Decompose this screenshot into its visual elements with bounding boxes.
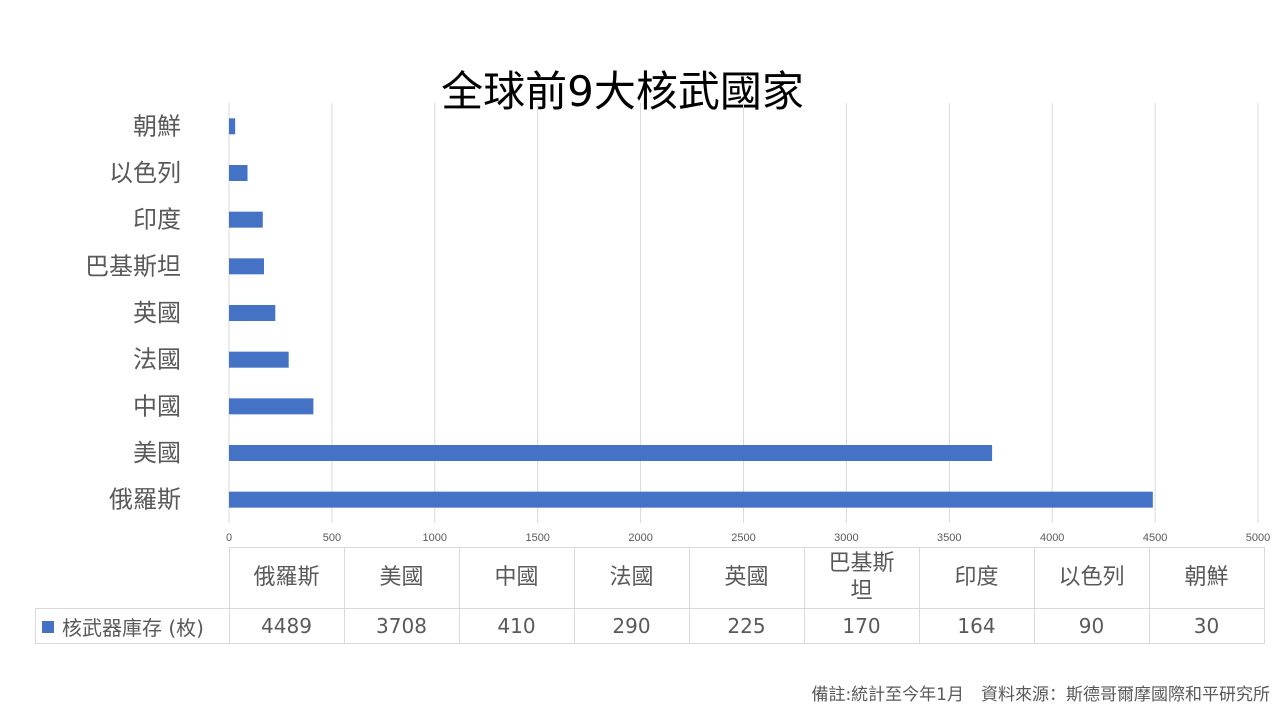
bar (229, 445, 993, 461)
bar (229, 118, 236, 135)
data-table-header-cell: 法國 (573, 547, 690, 609)
data-table: 俄羅斯 美國 中國 法國 英國 巴基斯 坦印度 以色列 朝鮮 核武器庫存 (枚) 4489 37… (35, 547, 1265, 644)
data-table-header-cell: 中國 (458, 547, 575, 609)
data-table-header-cell: 俄羅斯 (228, 547, 345, 609)
category-label: 俄羅斯 (109, 486, 181, 514)
data-table-header-row: 俄羅斯 美國 中國 法國 英國 巴基斯 坦印度 以色列 朝鮮 (35, 547, 1265, 609)
data-table-series-cell: 核武器庫存 (枚) (35, 608, 230, 644)
bar (229, 165, 248, 181)
x-tick-label: 0 (226, 532, 232, 544)
bar (229, 305, 276, 321)
bar (229, 491, 1153, 508)
x-tick-label: 1500 (525, 532, 549, 544)
data-table-corner (35, 547, 230, 609)
data-table-header-cell: 美國 (343, 547, 460, 609)
category-label: 美國 (133, 439, 181, 467)
x-tick-label: 4500 (1143, 532, 1167, 544)
x-tick-label: 500 (323, 532, 341, 544)
bar (229, 351, 289, 368)
x-tick-label: 3500 (937, 532, 961, 544)
bar (229, 258, 264, 275)
bar (229, 211, 263, 228)
data-table-value-cell: 290 (573, 608, 690, 644)
data-table-header-cell: 朝鮮 (1148, 547, 1265, 609)
data-table-value-cell: 170 (803, 608, 920, 644)
data-table-value-cell: 4489 (228, 608, 345, 644)
x-tick-label: 4000 (1040, 532, 1064, 544)
footnote: 備註:統計至今年1月 資料來源：斯德哥爾摩國際和平研究所 (811, 685, 1270, 705)
data-table-value-cell: 3708 (343, 608, 460, 644)
bar (229, 398, 314, 415)
legend-key-icon (42, 621, 54, 633)
legend-series-name: 核武器庫存 (枚) (62, 615, 204, 640)
x-tick-label: 2000 (628, 532, 652, 544)
data-table-header-cell: 英國 (688, 547, 805, 609)
category-label: 以色列 (109, 159, 181, 187)
category-label: 中國 (133, 392, 181, 420)
x-tick-label: 2500 (731, 532, 755, 544)
data-table-header-cell: 以色列 (1033, 547, 1150, 609)
data-table-value-row: 核武器庫存 (枚) 4489 3708 410 290 225 170 164 90 30 (35, 608, 1265, 644)
category-label: 巴基斯坦 (85, 252, 181, 280)
x-tick-label: 3000 (834, 532, 858, 544)
category-label: 法國 (133, 346, 181, 374)
category-label: 印度 (133, 206, 181, 234)
category-label: 朝鮮 (133, 112, 181, 140)
category-label: 英國 (133, 299, 181, 327)
data-table-value-cell: 410 (458, 608, 575, 644)
data-table-value-cell: 225 (688, 608, 805, 644)
data-table-header-cell: 印度 (918, 547, 1035, 609)
data-table-value-cell: 164 (918, 608, 1035, 644)
data-table-header-cell: 巴基斯 坦 (803, 547, 920, 609)
x-tick-label: 1000 (423, 532, 447, 544)
data-table-value-cell: 90 (1033, 608, 1150, 644)
data-table-value-cell: 30 (1148, 608, 1265, 644)
x-tick-label: 5000 (1246, 532, 1270, 544)
